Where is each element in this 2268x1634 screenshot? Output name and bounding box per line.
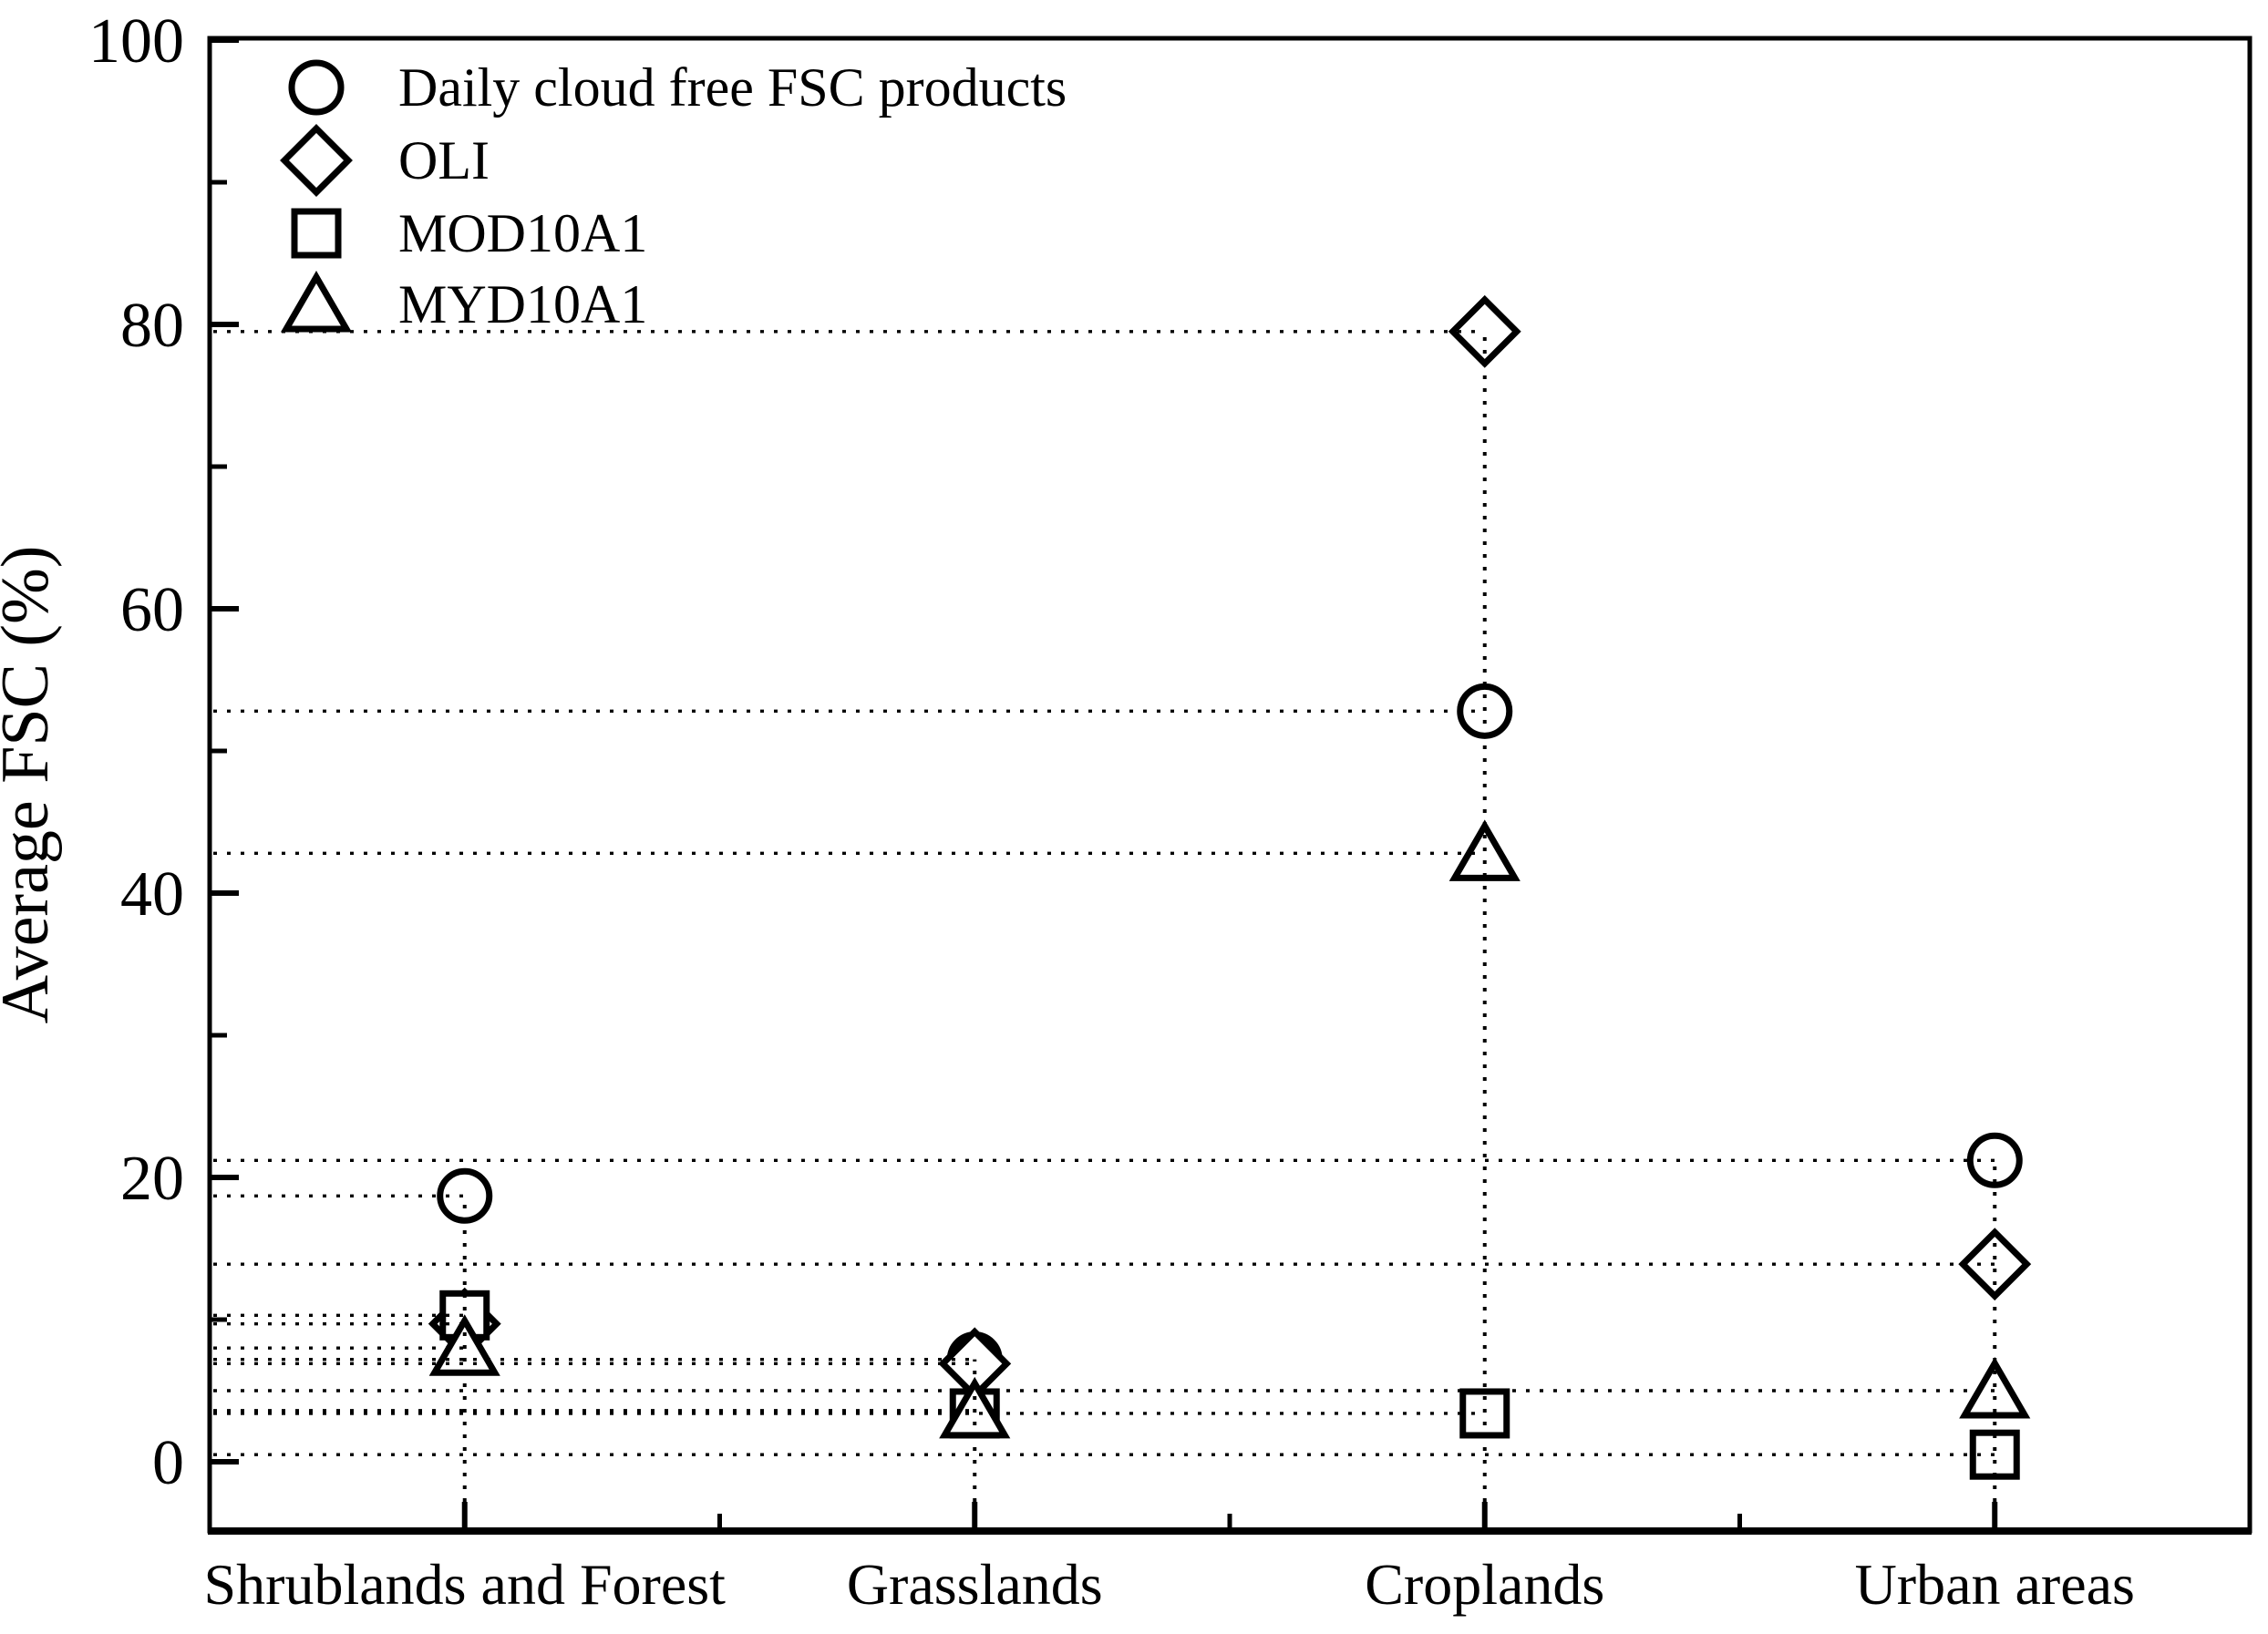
legend-label-oli: OLI bbox=[398, 130, 490, 190]
y-tick-label-60: 60 bbox=[120, 575, 184, 645]
plot-area: 0 20 40 60 80 100 Shrublands and Forest Grassla… bbox=[88, 6, 2253, 1617]
legend-label-daily-cloud-free-fsc-products: Daily cloud free FSC products bbox=[398, 57, 1067, 118]
legend-label-myd10a1: MYD10A1 bbox=[398, 274, 647, 334]
legend-diamond-glyph bbox=[280, 124, 353, 197]
legend-circle-glyph bbox=[288, 59, 345, 116]
legend-triangle-glyph bbox=[280, 271, 353, 333]
legend-item-oli: OLI bbox=[280, 124, 490, 197]
x-category-label-urban-areas: Urban areas bbox=[1855, 1552, 2135, 1617]
marker-myd10a1-croplands bbox=[1448, 819, 1521, 881]
y-tick-label-80: 80 bbox=[120, 291, 184, 361]
y-tick-label-100: 100 bbox=[88, 6, 184, 77]
x-category-label-shrublands-and-forest: Shrublands and Forest bbox=[204, 1552, 727, 1617]
legend-diamond-icon bbox=[280, 124, 353, 197]
y-tick-label-20: 20 bbox=[120, 1144, 184, 1214]
legend-item-myd10a1: MYD10A1 bbox=[280, 271, 647, 334]
legend-label-mod10a1: MOD10A1 bbox=[398, 203, 647, 263]
legend-item-mod10a1: MOD10A1 bbox=[291, 203, 647, 263]
y-tick-label-0: 0 bbox=[152, 1428, 184, 1498]
x-category-label-croplands: Croplands bbox=[1365, 1552, 1604, 1617]
marker-daily-cloud-free-fsc-products-urban-areas bbox=[1966, 1132, 2023, 1188]
legend-item-daily-cloud-free-fsc-products: Daily cloud free FSC products bbox=[288, 57, 1067, 118]
y-axis-title: Average FSC (%) bbox=[0, 546, 63, 1024]
legend-triangle-icon bbox=[280, 271, 353, 333]
legend-square-glyph bbox=[291, 208, 342, 259]
y-tick-label-40: 40 bbox=[120, 859, 184, 930]
legend: Daily cloud free FSC products OLI MOD10A1 M… bbox=[280, 57, 1067, 334]
legend-circle-icon bbox=[288, 59, 345, 116]
x-category-label-grasslands: Grasslands bbox=[847, 1552, 1103, 1617]
legend-square-icon bbox=[291, 208, 342, 259]
